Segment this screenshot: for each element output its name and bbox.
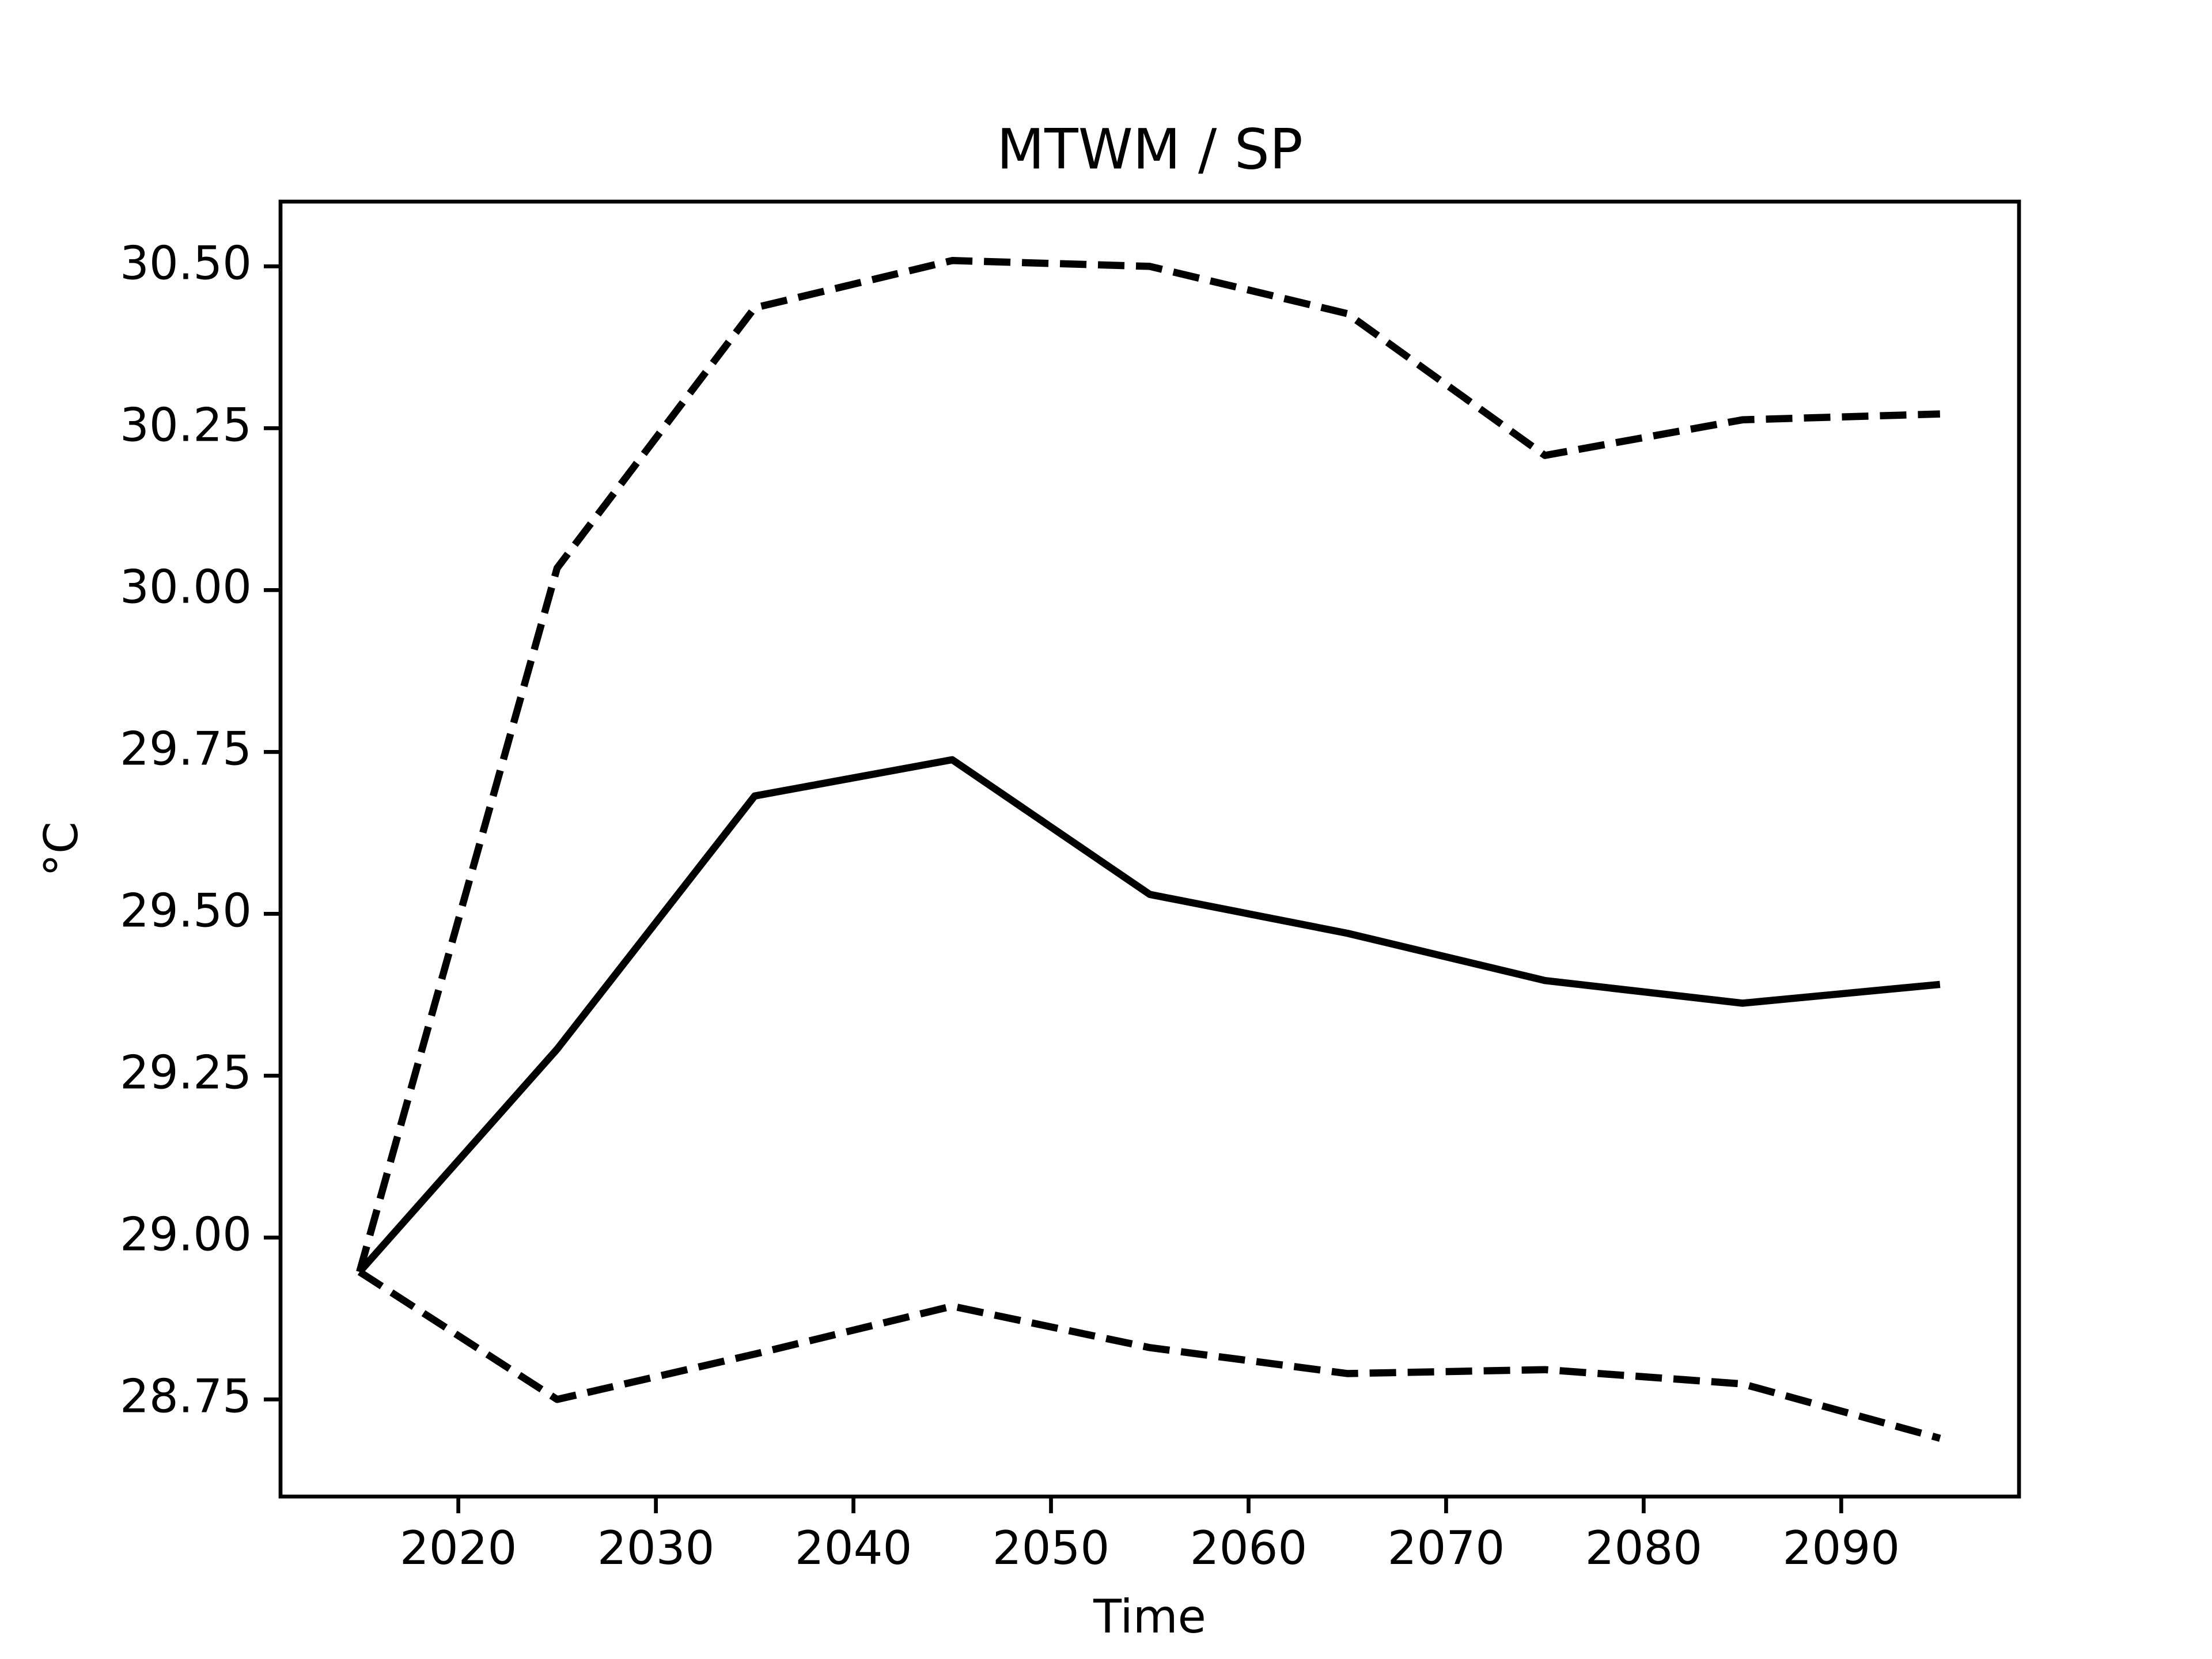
x-tick-label: 2040 <box>795 1521 912 1575</box>
chart-title: MTWM / SP <box>997 117 1302 181</box>
y-tick-label: 29.50 <box>120 884 252 937</box>
x-tick-label: 2060 <box>1190 1521 1308 1575</box>
x-tick-label: 2020 <box>400 1521 517 1575</box>
y-tick-label: 29.25 <box>120 1046 252 1099</box>
y-axis-label: °C <box>35 821 88 877</box>
x-tick-label: 2080 <box>1585 1521 1703 1575</box>
x-tick-label: 2050 <box>993 1521 1110 1575</box>
line-series <box>357 1268 1941 1442</box>
line-series <box>356 257 1941 1273</box>
x-tick-label: 2030 <box>597 1521 715 1575</box>
x-axis-label: Time <box>1093 1590 1206 1643</box>
plot-frame <box>278 199 2021 1499</box>
y-tick-label: 30.00 <box>120 560 252 613</box>
x-tick-label: 2090 <box>1783 1521 1900 1575</box>
y-tick-label: 30.25 <box>120 398 252 452</box>
y-tick-label: 29.75 <box>120 722 252 775</box>
y-tick-label: 29.00 <box>120 1207 252 1261</box>
line-series <box>357 756 1941 1275</box>
y-tick-label: 30.50 <box>120 236 252 290</box>
y-tick-label: 28.75 <box>120 1369 252 1423</box>
x-tick-label: 2070 <box>1388 1521 1505 1575</box>
